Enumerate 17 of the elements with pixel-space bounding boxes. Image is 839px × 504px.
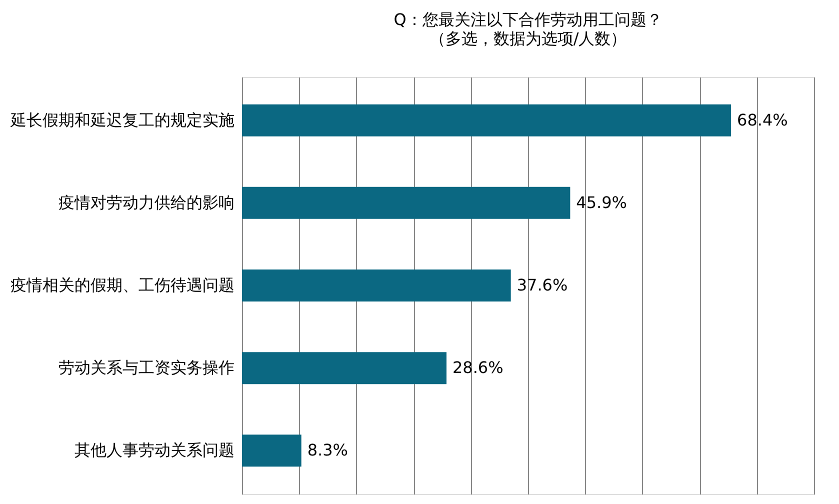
data-label: 28.6% xyxy=(452,358,504,378)
y-tick-label: 疫情对劳动力供给的影响 xyxy=(58,192,234,212)
bar xyxy=(242,352,446,384)
bar xyxy=(242,186,570,219)
chart-title: Q：您最关注以下合作劳动用工问题？ xyxy=(394,10,662,29)
y-tick-label: 疫情相关的假期、工伤待遇问题 xyxy=(10,276,234,294)
y-tick-label: 其他人事劳动关系问题 xyxy=(74,440,234,460)
y-tick-label: 延长假期和延迟复工的规定实施 xyxy=(10,110,234,130)
y-tick-label: 劳动关系与工资实务操作 xyxy=(58,358,234,378)
data-label: 8.3% xyxy=(307,440,348,460)
data-label: 37.6% xyxy=(516,276,568,294)
bar xyxy=(242,104,732,136)
chart-subtitle: （多选，数据为选项/人数） xyxy=(429,29,627,48)
data-label: 45.9% xyxy=(576,192,628,212)
data-label: 68.4% xyxy=(737,110,788,130)
bar xyxy=(242,270,511,302)
bar xyxy=(242,434,302,467)
